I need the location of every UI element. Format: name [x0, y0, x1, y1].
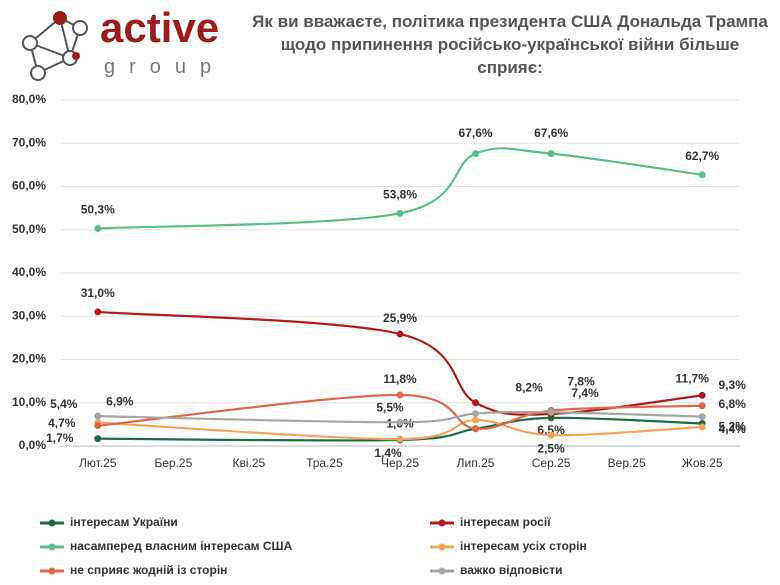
- series-line: [97, 147, 703, 230]
- point: [94, 412, 102, 420]
- series-line: [97, 410, 703, 424]
- y-tick-label: 40,0%: [12, 265, 46, 279]
- x-tick-label: Вер.25: [608, 456, 646, 470]
- y-tick-label: 10,0%: [12, 395, 46, 409]
- data-label: 11,7%: [676, 372, 710, 386]
- point: [396, 418, 404, 426]
- logo-name: active: [100, 4, 220, 51]
- data-label: 2,5%: [537, 441, 565, 455]
- data-label: 6,5%: [537, 423, 565, 437]
- point: [94, 224, 102, 232]
- data-label: 6,8%: [719, 397, 747, 411]
- legend-marker: [48, 519, 56, 527]
- point: [698, 402, 706, 410]
- point: [472, 410, 480, 418]
- x-tick-label: Лип.25: [457, 456, 495, 470]
- legend-marker: [438, 519, 446, 527]
- data-label: 7,4%: [571, 386, 599, 400]
- data-label: 5,4%: [50, 397, 78, 411]
- series-line: [97, 418, 703, 441]
- legend-marker: [48, 543, 56, 551]
- point: [472, 399, 480, 407]
- data-label: 9,3%: [719, 378, 747, 392]
- legend-label: не сприяє жодній із сторін: [70, 563, 227, 577]
- data-label: 11,8%: [383, 372, 417, 386]
- point: [94, 422, 102, 430]
- legend-label: інтересам росії: [460, 515, 551, 529]
- data-label: 1,7%: [46, 431, 74, 445]
- point: [396, 209, 404, 217]
- point: [698, 423, 706, 431]
- point: [698, 171, 706, 179]
- data-label: 6,9%: [106, 394, 134, 408]
- point: [94, 435, 102, 443]
- x-tick-label: Чер.25: [381, 456, 419, 470]
- point: [396, 391, 404, 399]
- point: [472, 425, 480, 433]
- data-label: 5,5%: [376, 400, 404, 414]
- data-label: 31,0%: [81, 286, 115, 300]
- data-label: 67,6%: [459, 126, 493, 140]
- data-label: 25,9%: [383, 311, 417, 325]
- legend-marker: [438, 567, 446, 575]
- x-tick-label: Жов.25: [682, 456, 723, 470]
- data-label: 7,8%: [567, 374, 595, 388]
- data-label: 62,7%: [685, 149, 719, 163]
- legend-label: інтересам України: [70, 515, 178, 529]
- y-tick-label: 0,0%: [19, 438, 47, 452]
- data-label: 67,6%: [534, 126, 568, 140]
- y-tick-label: 70,0%: [12, 135, 46, 149]
- data-label: 5,2%: [719, 420, 747, 434]
- point: [396, 435, 404, 443]
- y-tick-label: 80,0%: [12, 92, 46, 106]
- series-line: [97, 310, 703, 416]
- series-line: [97, 416, 703, 442]
- y-tick-label: 50,0%: [12, 222, 46, 236]
- legend-label: інтересам усіх сторін: [460, 539, 587, 553]
- point: [698, 391, 706, 399]
- point: [94, 308, 102, 316]
- logo-sub: group: [104, 56, 226, 78]
- data-label: 4,4%: [719, 422, 747, 436]
- point: [472, 150, 480, 158]
- point: [547, 408, 555, 416]
- point: [547, 150, 555, 158]
- x-tick-label: Лют.25: [79, 456, 117, 470]
- y-tick-label: 20,0%: [12, 352, 46, 366]
- legend-label: важко відповісти: [460, 563, 562, 577]
- y-tick-label: 30,0%: [12, 308, 46, 322]
- data-label: 1,4%: [374, 446, 402, 460]
- legend-label: насамперед власним інтересам США: [70, 539, 293, 553]
- legend-marker: [438, 543, 446, 551]
- data-label: 8,2%: [515, 381, 543, 395]
- point: [547, 431, 555, 439]
- logo-icon: [22, 11, 88, 81]
- chart-title: Як ви вважаєте, політика президента США …: [252, 12, 768, 77]
- data-label: 50,3%: [81, 203, 115, 217]
- x-tick-label: Тра.25: [306, 456, 343, 470]
- point: [472, 416, 480, 424]
- x-tick-label: Кві.25: [233, 456, 266, 470]
- data-label: 53,8%: [383, 187, 417, 201]
- x-tick-label: Бер.25: [154, 456, 192, 470]
- point: [396, 330, 404, 338]
- data-label: 4,7%: [48, 416, 76, 430]
- x-tick-label: Сер.25: [532, 456, 571, 470]
- y-tick-label: 60,0%: [12, 179, 46, 193]
- series-line: [97, 393, 703, 431]
- legend-marker: [48, 567, 56, 575]
- point: [698, 413, 706, 421]
